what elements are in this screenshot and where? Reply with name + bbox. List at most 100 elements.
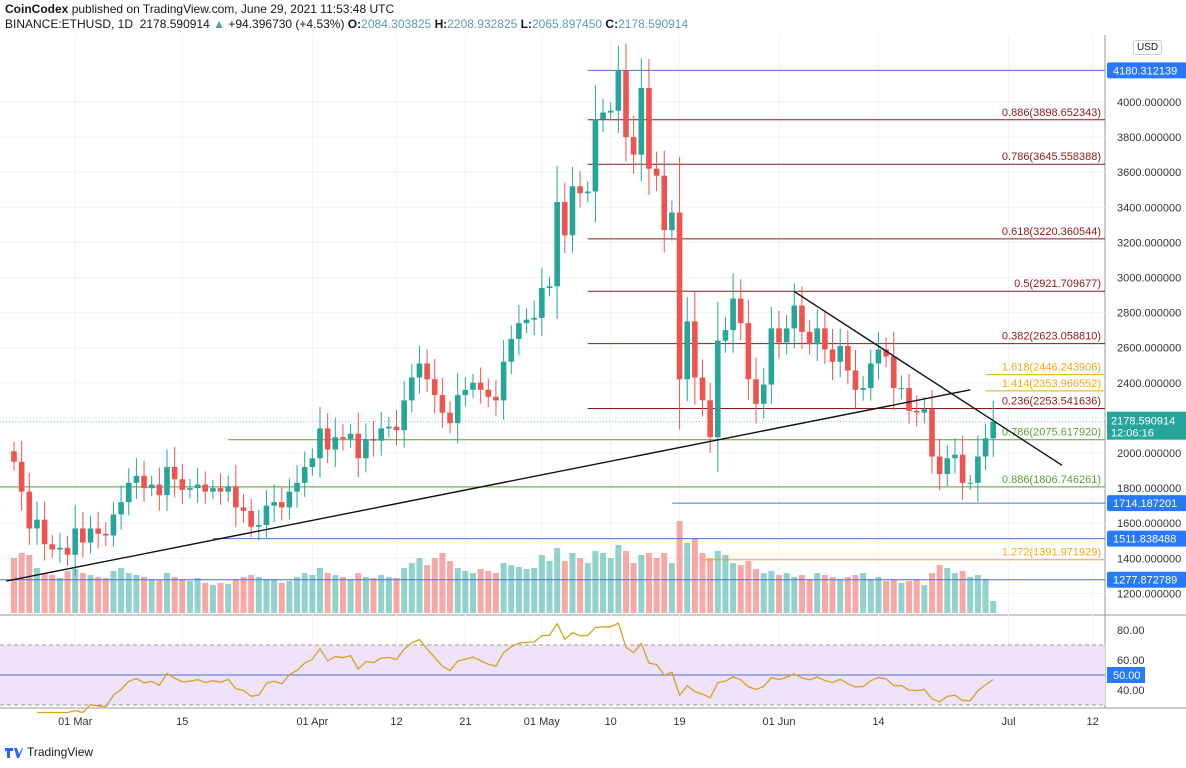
volume-bar [890, 579, 897, 613]
candle-body [562, 202, 568, 236]
candle-body [837, 345, 843, 362]
volume-bar [286, 581, 293, 613]
candle-body [913, 410, 920, 413]
candle-body [271, 502, 277, 506]
x-tick-label: 15 [176, 716, 188, 728]
volume-bar [317, 568, 323, 613]
volume-bar [538, 555, 545, 613]
volume-bar [814, 573, 821, 613]
y-tick-label: 2000.000000 [1117, 448, 1181, 460]
published-info: published on TradingView.com, June 29, 2… [71, 2, 395, 16]
fib-level-label: 0.886(3898.652343) [1002, 107, 1101, 119]
candle-body [416, 363, 423, 378]
candle-body [18, 461, 25, 492]
candle-body [148, 484, 155, 489]
volume-bar [768, 571, 775, 613]
volume-bar [217, 583, 224, 613]
volume-bar [462, 571, 469, 613]
candle-body [248, 510, 254, 527]
volume-bar [936, 565, 943, 613]
level-price-label: 4180.312139 [1113, 65, 1177, 77]
volume-bar [125, 573, 132, 613]
candle-body [845, 345, 851, 371]
candle-body [852, 370, 859, 390]
y-tick-label: 2600.000000 [1117, 343, 1181, 355]
volume-bar [492, 573, 499, 613]
volume-bar [921, 585, 928, 613]
volume-bar [691, 538, 698, 613]
volume-bar [18, 553, 25, 613]
volume-bar [431, 558, 438, 613]
volume-bar [301, 573, 308, 613]
volume-bar [577, 558, 584, 613]
candle-body [110, 514, 117, 536]
volume-bar [385, 577, 392, 613]
candle-body [256, 524, 262, 527]
candle-body [760, 384, 767, 404]
y-tick-label: 1600.000000 [1117, 518, 1181, 530]
volume-bar [990, 601, 997, 613]
currency-button[interactable]: USD [1133, 40, 1163, 55]
candle-body [569, 186, 576, 236]
fib-level-label: 0.5(2921.709677) [1014, 278, 1101, 290]
candle-body [906, 388, 912, 411]
candle-body [57, 547, 63, 550]
candle-body [531, 317, 537, 320]
candle-body [944, 458, 951, 475]
candle-body [347, 433, 354, 439]
symbol[interactable]: BINANCE:ETHUSD, 1D [5, 17, 134, 31]
candle-body [210, 488, 216, 492]
x-tick-label: 01 May [524, 716, 561, 728]
volume-bar [607, 558, 614, 613]
candle-body [799, 305, 805, 332]
x-tick-label: 12 [390, 716, 402, 728]
candle-body [982, 438, 989, 457]
volume-bar [485, 571, 492, 613]
candle-body [860, 388, 866, 390]
candle-body [439, 395, 446, 413]
countdown-label: 12:06:16 [1111, 428, 1154, 440]
x-tick-label: 01 Jun [762, 716, 795, 728]
y-tick-label: 2400.000000 [1117, 378, 1181, 390]
candle-body [233, 486, 239, 508]
volume-bar [26, 555, 33, 613]
candle-body [447, 412, 453, 424]
volume-bar [347, 579, 354, 613]
rsi-line [36, 622, 994, 714]
volume-bar [569, 553, 576, 613]
volume-bar [232, 579, 239, 613]
volume-bar [630, 563, 637, 613]
level-price-label: 1511.838488 [1113, 534, 1176, 546]
volume-bar [393, 578, 400, 613]
fib-level-label: 0.382(2623.058810) [1002, 331, 1101, 343]
volume-bar [798, 575, 805, 613]
candle-body [34, 519, 40, 529]
volume-bar [684, 543, 691, 613]
high-value: 2208.932825 [447, 17, 518, 31]
volume-bar [982, 579, 989, 613]
candle-body [692, 321, 698, 378]
candle-body [485, 389, 492, 397]
price-label-box [1107, 62, 1186, 79]
volume-bar [867, 579, 874, 613]
candle-body [975, 456, 981, 483]
rsi-mid-box [1107, 667, 1145, 683]
volume-bar [837, 579, 844, 613]
volume-bar [263, 579, 270, 613]
volume-bar [852, 575, 859, 613]
volume-bar [776, 575, 782, 613]
price-chart[interactable]: 1200.000000 1400.000000 1600.000000 1800.00… [0, 35, 1186, 741]
candle-body [806, 331, 813, 345]
rsi-mid-label: 50.00 [1113, 670, 1141, 682]
volume-bar [294, 577, 301, 613]
candle-body [630, 137, 637, 155]
candle-body [309, 458, 316, 468]
volume-bar [913, 579, 920, 613]
candle-body [240, 507, 247, 511]
candle-body [623, 70, 629, 138]
close-value: 2178.590914 [618, 17, 689, 31]
volume-bar [531, 568, 538, 613]
rsi-tick-label: 40.00 [1117, 685, 1145, 697]
candle-body [523, 319, 530, 324]
volume-bar [424, 565, 431, 613]
